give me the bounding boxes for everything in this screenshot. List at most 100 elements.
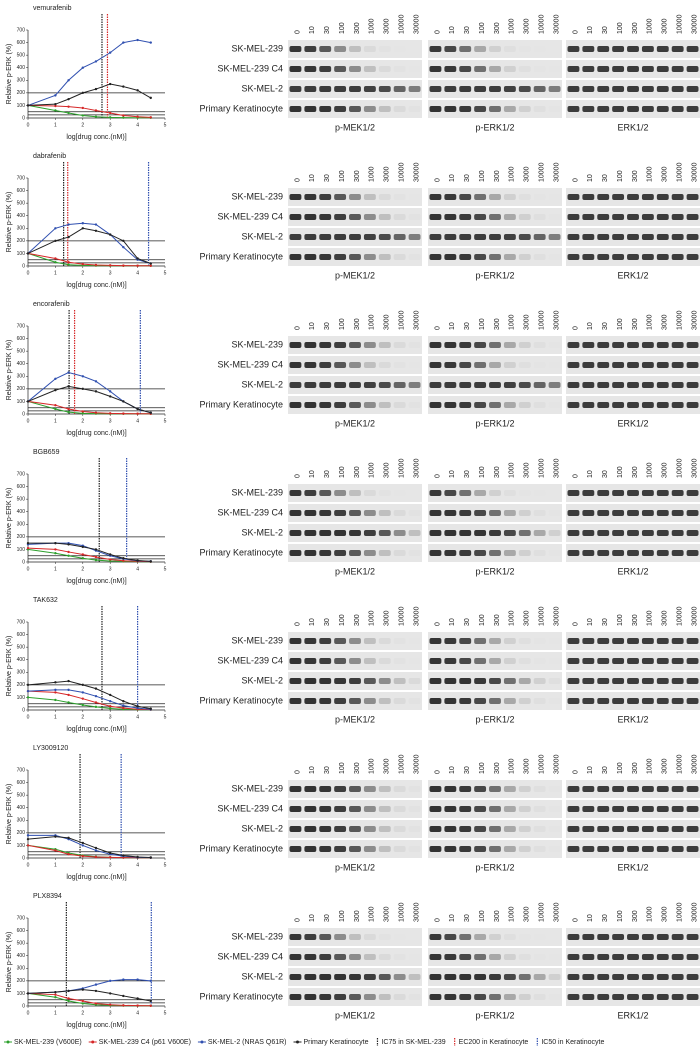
blot-band [408,530,421,536]
blot-band [304,382,317,388]
blot-band [503,530,516,536]
blot-band [686,806,699,812]
blot-band [444,66,457,72]
blot-band [627,194,639,200]
data-point [67,97,70,101]
blot-band [612,46,625,52]
data-point [109,992,112,995]
concentration-label: 30 [602,322,609,330]
blot-band [548,994,561,1000]
concentration-label: 0 [434,178,441,182]
blot-band [304,826,317,832]
blot-band [533,362,546,368]
blot-band [548,530,561,536]
concentration-label: 10 [309,766,316,774]
blot-band [474,806,487,812]
blot-band [518,638,531,644]
concentration-label: 10 [587,470,594,478]
data-point [122,557,125,560]
blot-band [518,806,531,812]
concentration-label: 10 [309,174,316,182]
blot-band [408,490,421,496]
data-point [81,91,85,95]
blot-band [518,678,531,684]
blot-band [429,234,442,240]
blot-band [474,342,487,348]
blot-band [349,106,361,112]
blot-band [304,402,317,408]
blot-band [349,678,361,684]
blot-band [671,826,684,832]
data-point [81,66,85,69]
data-point [67,999,70,1003]
concentration-label: 1000 [369,462,376,478]
antibody-label: p-MEK1/2 [335,1010,375,1020]
blot-band [641,490,654,496]
concentration-label: 0 [294,474,301,478]
blot-band [597,46,610,52]
blot-band [627,806,639,812]
concentration-label: 30 [602,26,609,34]
blot-band [533,106,546,112]
concentration-label: 100 [339,318,346,330]
blot-band [319,234,332,240]
y-tick-label: 700 [17,27,26,33]
blot-band [408,106,421,112]
blot-band [319,826,332,832]
data-point [94,411,98,414]
blot-band [503,214,516,220]
blot-band [489,826,501,832]
blot-band [349,786,361,792]
concentration-label: 30000 [413,754,420,774]
blot-band [597,490,610,496]
y-tick-label: 500 [17,644,26,650]
x-tick-label: 1 [54,862,57,868]
cell-line-label: SK-MEL-239 C4 [217,507,283,517]
antibody-label: p-MEK1/2 [335,714,375,724]
data-point [54,407,57,411]
x-tick-label: 1 [54,1010,57,1016]
blot-band [671,678,684,684]
concentration-label: 3000 [662,610,669,626]
blot-band [533,86,546,92]
blot-band [656,194,669,200]
blot-band [474,194,487,200]
blot-band [671,550,684,556]
concentration-label: 10 [587,766,594,774]
data-point [136,997,139,1000]
blot-band [289,826,302,832]
blot-band [597,362,610,368]
concentration-label: 10 [309,470,316,478]
blot-band [408,678,421,684]
blot-band [363,382,376,388]
blot-band [319,550,332,556]
blot-band [459,342,472,348]
concentration-label: 100 [479,466,486,478]
data-point [54,261,57,264]
blot-band [289,402,302,408]
concentration-label: 1000 [369,314,376,330]
blot-band [319,194,332,200]
blot-band [489,530,501,536]
blot-band [474,846,487,852]
x-tick-label: 2 [81,122,84,128]
blot-band [686,382,699,388]
blot-band [349,382,361,388]
blot-band [489,402,501,408]
y-axis-label: Relative p-ERK (%) [6,192,13,253]
blot-band [393,510,406,516]
blot-band [597,234,610,240]
blot-band [363,106,376,112]
blot-band [582,658,595,664]
blot-band [393,934,406,940]
data-point [67,693,70,697]
concentration-label: 30000 [691,310,698,330]
x-tick-label: 3 [109,122,112,128]
data-point [122,41,125,44]
concentration-label: 100 [617,910,624,922]
blot-band [319,342,332,348]
blot-band [319,846,332,852]
blot-band [671,214,684,220]
concentration-label: 30 [602,914,609,922]
blot-band [582,382,595,388]
